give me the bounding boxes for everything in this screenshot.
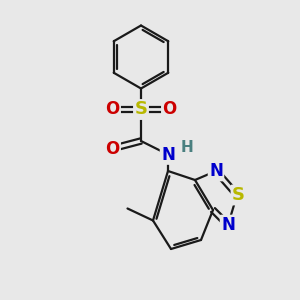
Text: H: H bbox=[181, 140, 194, 154]
Text: S: S bbox=[232, 186, 245, 204]
Text: N: N bbox=[161, 146, 175, 164]
Text: N: N bbox=[221, 216, 235, 234]
Text: O: O bbox=[162, 100, 177, 118]
Text: N: N bbox=[209, 162, 223, 180]
Text: O: O bbox=[105, 140, 120, 158]
Text: O: O bbox=[105, 100, 120, 118]
Text: S: S bbox=[134, 100, 148, 118]
